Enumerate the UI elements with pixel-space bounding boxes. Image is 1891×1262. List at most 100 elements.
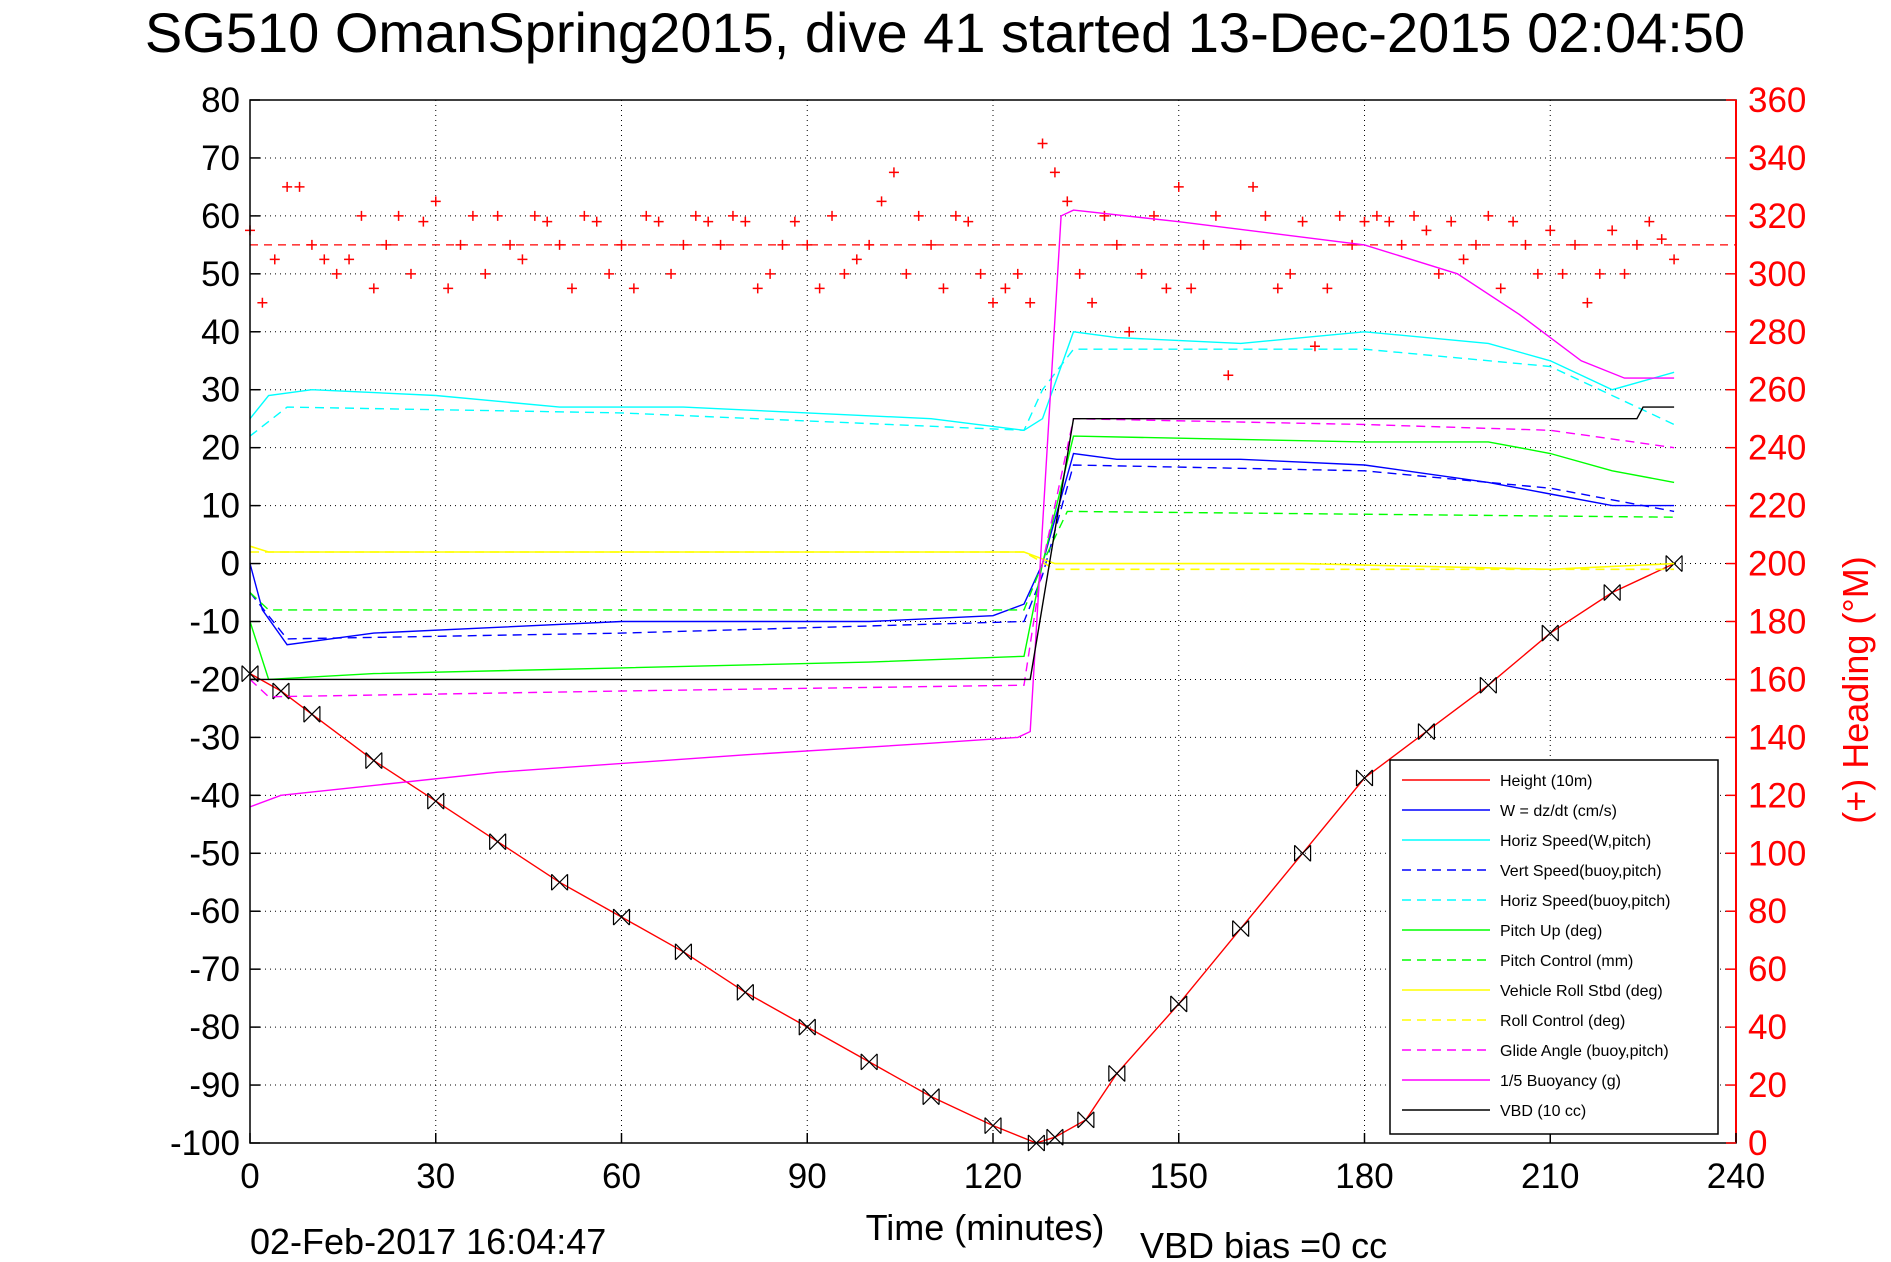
heading-point bbox=[666, 268, 677, 279]
height-marker bbox=[550, 873, 569, 891]
heading-point bbox=[1235, 239, 1246, 250]
heading-point bbox=[443, 283, 454, 294]
height-marker bbox=[984, 1117, 1002, 1135]
heading-point bbox=[653, 216, 664, 227]
heading-point bbox=[306, 239, 317, 250]
heading-point bbox=[1644, 216, 1655, 227]
y2-tick-label: 40 bbox=[1748, 1008, 1787, 1047]
heading-point bbox=[604, 268, 615, 279]
heading-point bbox=[1508, 216, 1519, 227]
heading-point bbox=[1409, 210, 1420, 221]
series-line-pitch-control-mm bbox=[249, 510, 1675, 611]
legend-entry: Roll Control (deg) bbox=[1500, 1013, 1625, 1030]
heading-point bbox=[1037, 138, 1048, 149]
y-tick-label: 40 bbox=[201, 313, 240, 352]
y-tick-label: 80 bbox=[201, 81, 240, 120]
height-marker bbox=[736, 983, 754, 1001]
y-tick-labels: 80 70 60 50 40 30 20 10 0 -10 -20 -30 -40 -50 -60 -70 -8… bbox=[170, 81, 260, 1163]
heading-point bbox=[1384, 216, 1395, 227]
heading-point bbox=[690, 210, 701, 221]
heading-point bbox=[1532, 268, 1543, 279]
heading-point bbox=[851, 254, 862, 265]
heading-point bbox=[988, 297, 998, 308]
heading-point bbox=[1297, 216, 1308, 227]
heading-point bbox=[529, 210, 540, 221]
y-tick-label: -100 bbox=[170, 1124, 240, 1163]
heading-point bbox=[876, 196, 887, 207]
y-tick-label: -70 bbox=[189, 950, 240, 989]
y-tick-label: 60 bbox=[201, 197, 240, 236]
x-tick-label: 120 bbox=[964, 1157, 1022, 1196]
heading-point bbox=[814, 283, 825, 294]
heading-point bbox=[542, 216, 553, 227]
height-marker bbox=[365, 752, 383, 769]
heading-point bbox=[1421, 225, 1432, 236]
y2-tick-label: 60 bbox=[1748, 950, 1787, 989]
heading-point bbox=[591, 216, 602, 227]
heading-point bbox=[381, 239, 392, 250]
y2-tick-label: 80 bbox=[1748, 892, 1787, 931]
height-marker bbox=[1479, 676, 1497, 694]
heading-point bbox=[1570, 239, 1581, 250]
height-marker bbox=[860, 1053, 878, 1071]
legend-entry: Vert Speed(buoy,pitch) bbox=[1500, 863, 1662, 880]
heading-point bbox=[864, 239, 875, 250]
heading-point bbox=[294, 181, 305, 192]
heading-point bbox=[1248, 181, 1259, 192]
heading-point bbox=[1025, 297, 1036, 308]
heading-point bbox=[430, 196, 441, 207]
heading-point bbox=[901, 268, 912, 279]
series-line-vert-speed-buoy-pitch bbox=[249, 464, 1675, 640]
heading-point bbox=[1272, 283, 1283, 294]
heading-point bbox=[950, 210, 961, 221]
y2-tick-label: 140 bbox=[1748, 718, 1806, 757]
heading-point bbox=[1124, 326, 1135, 337]
heading-point bbox=[1396, 239, 1407, 250]
heading-point bbox=[331, 268, 342, 279]
legend: Height (10m) W = dz/dt (cm/s) Horiz Speed(… bbox=[1389, 759, 1719, 1135]
y-tick-label: -50 bbox=[189, 834, 240, 873]
heading-point bbox=[765, 268, 776, 279]
y2-tick-label: 280 bbox=[1748, 313, 1806, 352]
series-line-horiz-speed-w-pitch bbox=[249, 331, 1675, 432]
height-marker bbox=[1417, 723, 1436, 741]
heading-point bbox=[1074, 268, 1085, 279]
heading-point bbox=[1210, 210, 1221, 221]
height-marker bbox=[1355, 769, 1374, 787]
heading-point bbox=[1458, 254, 1469, 265]
y2-tick-label: 20 bbox=[1748, 1066, 1787, 1105]
heading-point bbox=[913, 210, 924, 221]
heading-point bbox=[1285, 268, 1296, 279]
heading-point bbox=[1594, 268, 1605, 279]
heading-point bbox=[1347, 239, 1358, 250]
chart-title: SG510 OmanSpring2015, dive 41 started 13… bbox=[145, 1, 1745, 64]
heading-point bbox=[1446, 216, 1457, 227]
legend-entry: 1/5 Buoyancy (g) bbox=[1500, 1073, 1621, 1090]
y2-tick-label: 300 bbox=[1748, 255, 1806, 294]
y-tick-label: 70 bbox=[201, 139, 240, 178]
legend-entry: Vehicle Roll Stbd (deg) bbox=[1500, 983, 1663, 1000]
y2-tick-label: 160 bbox=[1748, 660, 1806, 699]
heading-point bbox=[368, 283, 379, 294]
height-marker bbox=[489, 833, 507, 851]
heading-point bbox=[344, 254, 355, 265]
legend-entry: Pitch Up (deg) bbox=[1500, 923, 1602, 940]
y2-tick-labels: 3603403203002802602402202001801601401201… bbox=[1726, 81, 1806, 1163]
y2-tick-label: 340 bbox=[1748, 139, 1806, 178]
y2-tick-label: 320 bbox=[1748, 197, 1806, 236]
series-line-vbd-10-cc bbox=[250, 406, 1675, 681]
heading-point bbox=[1309, 341, 1320, 352]
x-tick-label: 60 bbox=[602, 1157, 641, 1196]
heading-point bbox=[1111, 239, 1122, 250]
heading-point bbox=[492, 210, 503, 221]
heading-point bbox=[505, 239, 516, 250]
series-line-w-dz-dt-cm-s bbox=[249, 452, 1675, 646]
legend-entry: W = dz/dt (cm/s) bbox=[1500, 803, 1617, 820]
y-tick-label: -80 bbox=[189, 1008, 240, 1047]
heading-point bbox=[616, 239, 627, 250]
heading-point bbox=[1000, 283, 1011, 294]
y2-tick-label: 120 bbox=[1748, 776, 1806, 815]
heading-point bbox=[678, 239, 689, 250]
legend-box bbox=[1389, 759, 1719, 1135]
y2-tick-label: 360 bbox=[1748, 81, 1806, 120]
